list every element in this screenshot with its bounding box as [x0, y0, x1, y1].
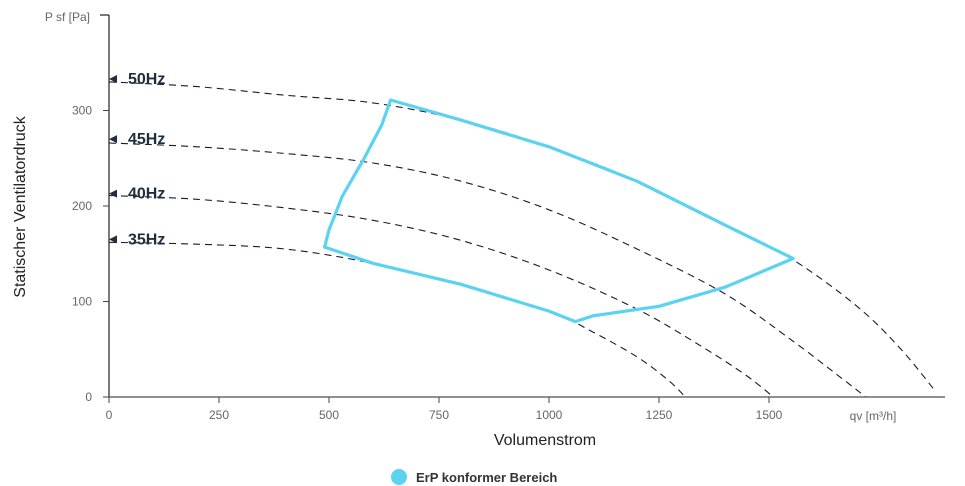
frequency-labels: 50Hz 45Hz 40Hz 35Hz	[109, 71, 165, 248]
frequency-label-35hz: 35Hz	[128, 231, 165, 248]
y-axis-title: Statischer Ventilatordruck	[12, 115, 29, 297]
y-tick-label: 200	[72, 199, 92, 213]
ticks: 0 100 200 300 0 250 500 750 1000 1250 1500	[72, 14, 783, 422]
legend[interactable]: ErP konformer Bereich	[391, 469, 557, 485]
curve-40hz	[108, 194, 774, 398]
region-layer	[323, 98, 795, 324]
y-unit-label: P sf [Pa]	[45, 10, 90, 24]
legend-swatch	[391, 469, 407, 485]
curve-45hz	[108, 142, 867, 398]
y-tick-label: 100	[72, 295, 92, 309]
y-tick-label: 0	[85, 390, 92, 404]
x-tick-label: 1000	[536, 408, 563, 422]
curves	[108, 81, 937, 398]
y-tick-label: 300	[72, 104, 92, 118]
x-unit-label: qv [m³/h]	[850, 409, 897, 423]
frequency-arrow-icon	[109, 74, 117, 83]
frequency-arrow-icon	[109, 135, 117, 144]
x-tick-label: 250	[209, 408, 229, 422]
x-tick-label: 1250	[646, 408, 673, 422]
frequency-label-40hz: 40Hz	[128, 186, 165, 203]
x-tick-label: 0	[106, 408, 113, 422]
frequency-arrow-icon	[109, 189, 117, 198]
frequency-label-45hz: 45Hz	[128, 131, 165, 148]
x-tick-label: 500	[319, 408, 339, 422]
x-axis-title: Volumenstrom	[494, 432, 596, 449]
curve-35hz	[108, 241, 686, 398]
erp-region-outline	[323, 98, 795, 324]
frequency-arrow-icon	[109, 235, 117, 244]
curve-50hz	[108, 81, 937, 393]
frequency-label-50hz: 50Hz	[128, 71, 165, 88]
x-tick-label: 750	[429, 408, 449, 422]
axes	[108, 15, 945, 398]
x-tick-label: 1500	[756, 408, 783, 422]
legend-label: ErP konformer Bereich	[416, 470, 557, 485]
